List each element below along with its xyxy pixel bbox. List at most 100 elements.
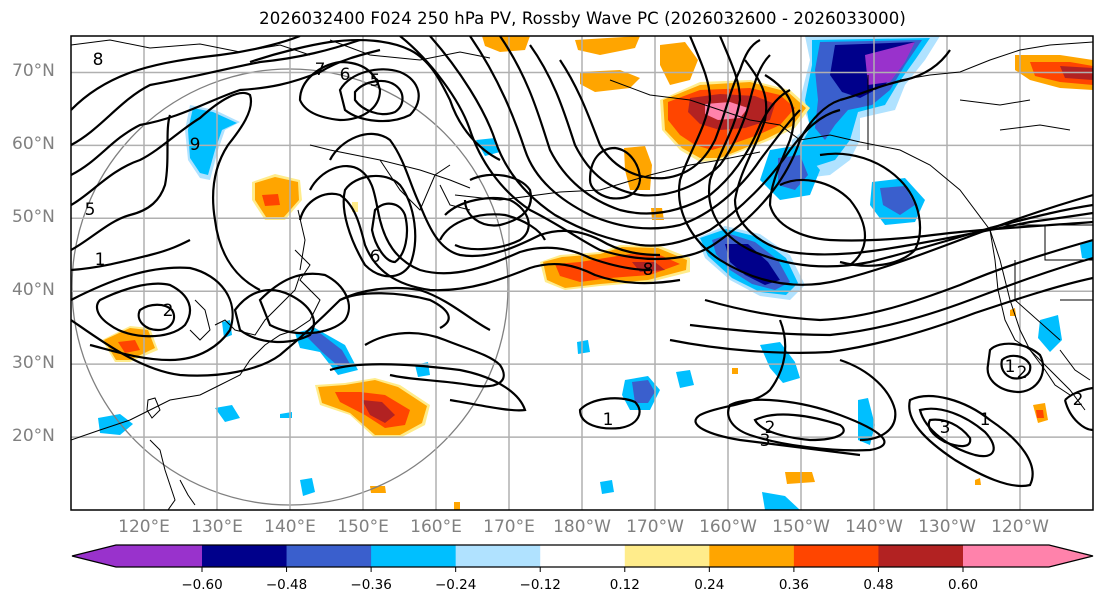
contour-label: 2 xyxy=(163,301,174,321)
longitude-label: 160°W xyxy=(699,517,757,537)
negative-anomaly-region xyxy=(305,333,350,366)
coastline-philippines xyxy=(149,439,196,510)
negative-anomaly-region xyxy=(1038,315,1062,352)
pv-contour xyxy=(137,303,176,332)
colorbar-tick-label: −0.36 xyxy=(350,577,392,593)
pv-contours xyxy=(71,36,1093,488)
longitude-label: 140°E xyxy=(264,517,316,537)
contour-label: 1 xyxy=(1005,357,1016,377)
positive-anomaly-region xyxy=(660,42,698,85)
colorbar-tick-label: −0.24 xyxy=(434,577,477,593)
pv-contour xyxy=(764,74,1093,242)
positive-anomaly-region xyxy=(732,368,738,374)
pv-contour xyxy=(727,398,886,452)
pv-contour xyxy=(529,44,771,197)
colorbar-tick-label: −0.12 xyxy=(519,577,561,593)
pv-contour xyxy=(908,395,1034,488)
positive-anomaly-region xyxy=(555,254,680,282)
map-frame xyxy=(70,35,1094,511)
colorbar xyxy=(71,544,1094,572)
latitude-label: 60°N xyxy=(12,134,55,155)
negative-anomaly-region xyxy=(280,412,292,418)
longitude-label: 170°W xyxy=(626,517,684,537)
contour-label: 7 xyxy=(315,60,326,80)
positive-anomaly-region xyxy=(362,400,395,423)
latitude-label: 50°N xyxy=(12,207,55,228)
pv-contour xyxy=(444,197,530,251)
colorbar-tick-label: 0.48 xyxy=(863,577,894,593)
longitude-label: 150°E xyxy=(337,517,389,537)
pv-contour xyxy=(339,292,450,329)
pv-contour xyxy=(71,286,491,377)
positive-anomaly-region xyxy=(975,478,981,485)
negative-anomaly-region xyxy=(600,480,614,494)
contour-label: 5 xyxy=(370,71,381,91)
negative-anomaly-region xyxy=(725,244,780,285)
coastline-japan xyxy=(214,274,301,336)
pv-contour xyxy=(918,407,995,458)
positive-anomaly-region xyxy=(1036,410,1044,418)
longitude-label: 180°W xyxy=(553,517,611,537)
coastline-kamchatka xyxy=(379,159,471,211)
pv-contour xyxy=(329,132,661,258)
pv-contour xyxy=(469,36,801,230)
pv-contour xyxy=(499,36,791,215)
pv-contour xyxy=(298,192,681,292)
pv-contour xyxy=(329,363,527,412)
pv-contour xyxy=(353,79,404,116)
pv-contour xyxy=(71,92,261,291)
colorbar-bin xyxy=(540,545,626,567)
contour-label: 1 xyxy=(603,410,614,430)
pv-contour xyxy=(779,178,867,266)
negative-anomaly-region xyxy=(858,398,875,445)
figure-title: 2026032400 F024 250 hPa PV, Rossby Wave … xyxy=(259,9,906,28)
negative-anomaly-region xyxy=(300,478,315,496)
contour-label: 1 xyxy=(980,410,991,430)
coastline-asia xyxy=(71,39,491,441)
contour-label: 6 xyxy=(340,65,351,85)
positive-anomaly-region xyxy=(262,194,280,206)
colorbar-extend-high xyxy=(963,545,1093,567)
negative-anomaly-region xyxy=(865,42,915,85)
contour-label: 3 xyxy=(940,418,951,438)
pv-contour xyxy=(986,342,1045,394)
pv-contour xyxy=(399,36,841,260)
colorbar-bin xyxy=(455,545,541,567)
pv-contour xyxy=(1000,354,1032,380)
latitude-label: 40°N xyxy=(12,280,55,301)
pv-contour xyxy=(439,213,546,241)
colorbar-bin xyxy=(793,545,879,567)
pv-contour xyxy=(733,59,1093,256)
positive-anomaly-region xyxy=(118,340,140,353)
pv-contour xyxy=(71,38,361,146)
longitude-label: 150°W xyxy=(772,517,830,537)
pv-contour xyxy=(707,36,1093,268)
pv-contour xyxy=(927,418,972,448)
pv-contour xyxy=(258,272,351,335)
contour-label: 2 xyxy=(1017,363,1028,383)
contour-label: 8 xyxy=(643,260,654,280)
pv-contour xyxy=(694,319,861,457)
pv-contour xyxy=(559,39,761,180)
pv-contour xyxy=(338,68,420,123)
longitude-label: 160°E xyxy=(410,517,462,537)
contour-label: 1 xyxy=(95,250,106,270)
colorbar-tick-label: 0.60 xyxy=(947,577,979,593)
colorbar-extend-low xyxy=(72,545,202,567)
colorbar-tick-label: −0.48 xyxy=(265,577,308,593)
negative-anomaly-region xyxy=(762,492,800,510)
contour-label: 5 xyxy=(85,200,96,220)
pv-contour xyxy=(71,114,172,251)
longitude-label: 120°W xyxy=(991,517,1049,537)
pv-contour xyxy=(364,332,505,388)
colorbar-tick-label: −0.60 xyxy=(181,577,223,593)
colorbar-bin xyxy=(709,545,795,567)
latitude-label: 70°N xyxy=(12,61,55,82)
longitude-label: 140°W xyxy=(845,517,903,537)
negative-anomaly-region xyxy=(476,138,500,156)
pv-contour xyxy=(588,146,642,200)
coastline-taiwan xyxy=(146,397,161,419)
